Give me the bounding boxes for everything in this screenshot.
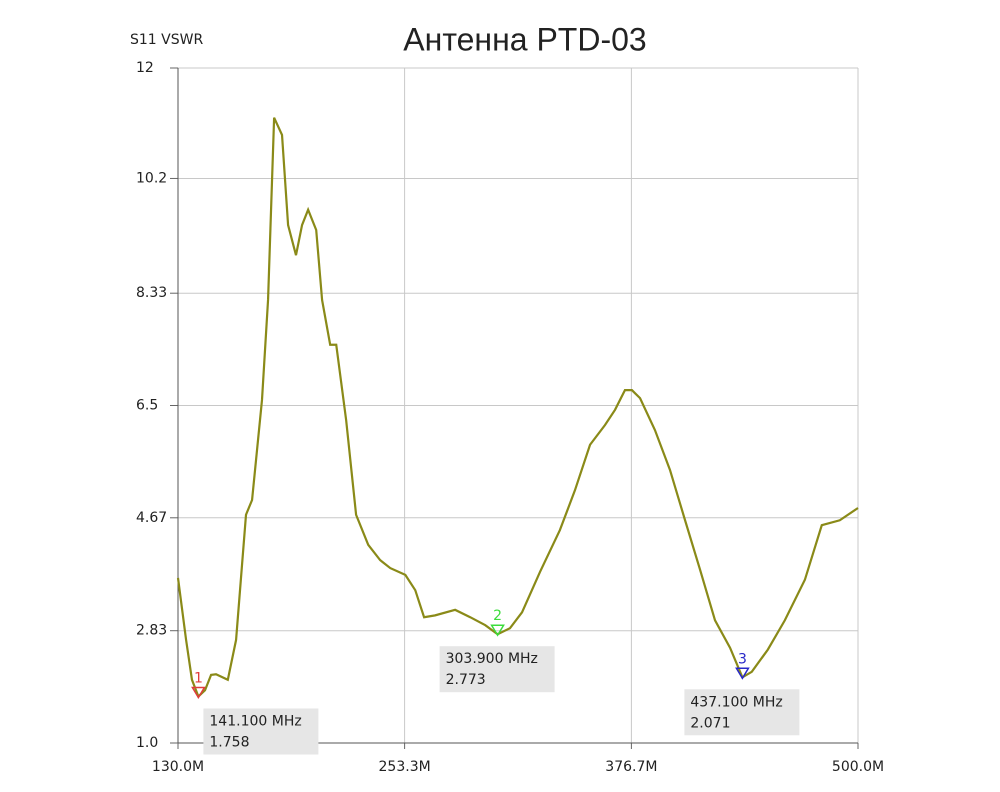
x-tick-label: 253.3M (379, 759, 431, 775)
marker-frequency: 437.100 MHz (690, 694, 782, 710)
y-tick-label: 1.0 (136, 735, 158, 751)
x-tick-label: 130.0M (152, 759, 204, 775)
marker (735, 667, 750, 680)
marker-frequency: 303.900 MHz (446, 651, 538, 667)
y-tick-label: 4.67 (136, 510, 167, 526)
y-tick-label: 8.33 (136, 285, 167, 301)
chart-title: Антенна PTD-03 (403, 21, 646, 57)
marker-value: 2.071 (690, 715, 730, 731)
x-tick-label: 500.0M (832, 759, 884, 775)
marker-frequency: 141.100 MHz (209, 713, 301, 729)
marker-box (203, 708, 319, 755)
marker-number: 1 (194, 670, 203, 686)
marker-value: 2.773 (446, 672, 486, 688)
marker-value: 1.758 (209, 734, 249, 750)
y-axis-label: S11 VSWR (130, 32, 203, 48)
y-tick-label: 12 (136, 60, 154, 76)
x-tick-label: 376.7M (605, 759, 657, 775)
y-tick-label: 2.83 (136, 623, 167, 639)
marker-number: 2 (493, 608, 502, 624)
y-tick-label: 10.2 (136, 170, 167, 186)
marker-box (439, 646, 555, 693)
marker (191, 686, 206, 699)
marker-box (684, 689, 800, 736)
y-tick-label: 6.5 (136, 398, 158, 414)
marker-number: 3 (738, 651, 747, 667)
marker (490, 624, 505, 637)
series-line (176, 117, 859, 699)
